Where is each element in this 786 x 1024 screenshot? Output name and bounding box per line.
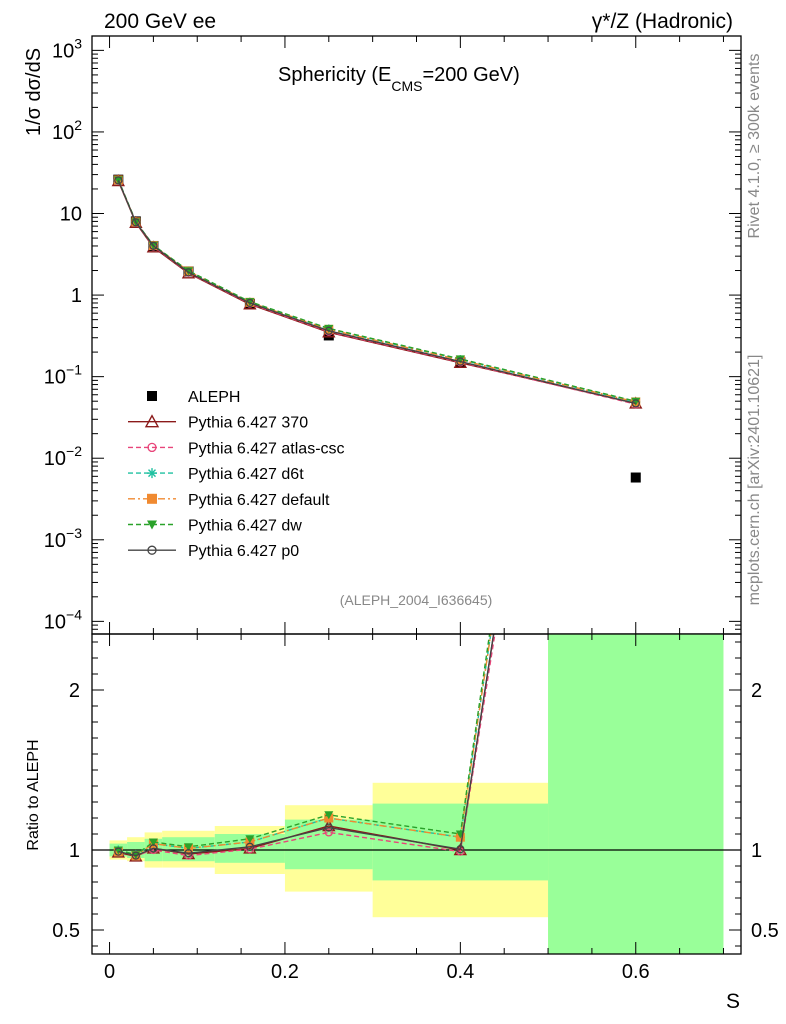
legend-marker-pythia-6-427-370	[144, 414, 160, 428]
ratio-point-pythia-6-427-p0-0	[114, 847, 123, 856]
ratio-plot-panel: 0 0.2 0.4 0.6 0.5 0.5 1 1 2 2 Ratio to ALEPH S	[25, 633, 779, 1013]
point-pythia-6-427-p0-7	[631, 399, 640, 408]
y-tick-base: 10	[44, 530, 66, 552]
uncertainty-band-green	[372, 803, 549, 881]
analysis-tag: (ALEPH_2004_I636645)	[340, 592, 493, 608]
x-tick-label: 0	[104, 961, 115, 983]
ratio-point-pythia-6-427-dw-5	[324, 811, 334, 820]
point-aleph-7	[630, 472, 641, 483]
legend-marker-pythia-6-427-dw	[147, 520, 157, 530]
legend-marker-pythia-6-427-d6t	[147, 468, 157, 479]
y-tick-base: 10	[44, 611, 66, 633]
legend: ALEPH Pythia 6.427 370 Pythia 6.427 atlas-…	[128, 389, 345, 560]
y-tick-label: 10−2	[44, 443, 82, 470]
point-pythia-6-427-p0-3	[184, 268, 193, 277]
header-left-label: 200 GeV ee	[104, 10, 216, 33]
legend-label-pythia-6-427-p0: Pythia 6.427 p0	[188, 543, 299, 560]
legend-label-pythia-6-427-default: Pythia 6.427 default	[188, 492, 330, 509]
point-pythia-6-427-dw-6	[455, 355, 465, 364]
y-tick-exponent: −4	[66, 606, 82, 622]
point-pythia-6-427-p0-4	[245, 298, 255, 308]
legend-marker-pythia-6-427-atlas-csc	[147, 442, 157, 453]
y-tick-label: 10	[60, 204, 82, 226]
y-tick-label: 10−3	[44, 525, 82, 552]
legend-marker-pythia-6-427-p0	[147, 545, 157, 555]
point-pythia-6-427-p0-1	[131, 218, 141, 227]
ratio-point-pythia-6-427-dw-4	[245, 835, 255, 844]
point-pythia-6-427-dw-5	[324, 324, 334, 333]
legend-label-pythia-6-427-d6t: Pythia 6.427 d6t	[188, 466, 304, 483]
point-pythia-6-427-p0-6	[456, 357, 465, 366]
ratio-point-pythia-6-427-dw-2	[148, 838, 158, 847]
ratio-point-pythia-6-427-dw-3	[183, 843, 193, 852]
y-tick-label: 102	[52, 117, 82, 144]
legend-label-pythia-6-427-370: Pythia 6.427 370	[188, 415, 308, 432]
legend-marker-aleph	[147, 391, 157, 401]
plot-title-sub: CMS	[391, 78, 422, 94]
x-tick-label: 0.2	[271, 961, 299, 983]
y-tick-exponent: −1	[66, 362, 82, 378]
y-tick-label: 1	[71, 285, 82, 307]
ratio-y-tick-label-left: 2	[69, 680, 80, 702]
bottom-series-group	[92, 634, 741, 954]
y-tick-base: 10	[44, 367, 66, 389]
uncertainty-band-green	[548, 634, 724, 954]
ratio-point-pythia-6-427-p0-5	[324, 823, 333, 832]
y-tick-base: 10	[52, 122, 74, 144]
series-line-pythia-6-427-atlas-csc	[117, 180, 636, 405]
ratio-point-pythia-6-427-p0-2	[149, 844, 158, 853]
legend-label-pythia-6-427-atlas-csc: Pythia 6.427 atlas-csc	[188, 440, 345, 457]
series-line-pythia-6-427-dw	[117, 179, 636, 402]
y-tick-base: 10	[52, 40, 74, 62]
legend-marker-pythia-6-427-default	[147, 493, 157, 504]
rivet-version-label: Rivet 4.1.0, ≥ 300k events	[746, 54, 763, 239]
mcplots-site-label: mcplots.cern.ch [arXiv:2401.10621]	[746, 355, 763, 606]
y-tick-label: 10−4	[44, 606, 82, 633]
ratio-y-tick-label-right: 2	[751, 680, 762, 702]
ratio-y-tick-label-right: 1	[751, 840, 762, 862]
point-pythia-6-427-p0-2	[149, 241, 158, 250]
y-tick-label: 103	[52, 35, 82, 62]
series-line-pythia-6-427-d6t	[117, 179, 636, 403]
plot-title-tail: =200 GeV)	[423, 64, 520, 86]
ratio-y-axis-label: Ratio to ALEPH	[25, 739, 42, 850]
ratio-point-pythia-6-427-p0-3	[184, 849, 193, 858]
y-tick-exponent: 3	[74, 35, 82, 51]
series-line-pythia-6-427-370	[117, 180, 636, 405]
y-axis-label: 1/σ dσ/dS	[23, 48, 45, 136]
ratio-y-tick-label-left: 1	[69, 840, 80, 862]
top-series-group	[111, 174, 643, 483]
point-pythia-6-427-dw-7	[631, 397, 641, 406]
y-tick-exponent: 2	[74, 117, 82, 133]
point-pythia-6-427-p0-5	[324, 326, 333, 335]
ratio-point-pythia-6-427-p0-1	[131, 851, 141, 860]
x-tick-label: 0.6	[622, 961, 650, 983]
header-right-label: γ*/Z (Hadronic)	[592, 10, 733, 33]
plot-title: Sphericity (ECMS=200 GeV)	[278, 64, 520, 94]
legend-label-pythia-6-427-dw: Pythia 6.427 dw	[188, 518, 302, 535]
ratio-point-pythia-6-427-p0-6	[456, 845, 465, 854]
ratio-y-tick-label-left: 0.5	[52, 920, 80, 942]
ratio-point-pythia-6-427-atlas-csc-5	[324, 828, 333, 837]
y-tick-base: 10	[44, 448, 66, 470]
plot-title-main: Sphericity (E	[278, 64, 391, 86]
series-line-pythia-6-427-default	[117, 179, 636, 403]
ratio-point-pythia-6-427-p0-4	[245, 842, 255, 851]
ratio-line-pythia-6-427-dw	[118, 634, 491, 856]
point-pythia-6-427-p0-0	[114, 176, 123, 185]
x-axis-label: S	[726, 990, 740, 1013]
ratio-y-tick-label-right: 0.5	[751, 920, 779, 942]
y-tick-exponent: −3	[66, 525, 82, 541]
legend-label-aleph: ALEPH	[188, 389, 240, 406]
legend-marker-pythia-6-427-d6t-d2	[148, 469, 156, 478]
x-tick-label: 0.4	[446, 961, 474, 983]
series-line-pythia-6-427-p0	[117, 180, 636, 405]
y-tick-exponent: −2	[66, 443, 82, 459]
y-tick-label: 10−1	[44, 362, 82, 389]
